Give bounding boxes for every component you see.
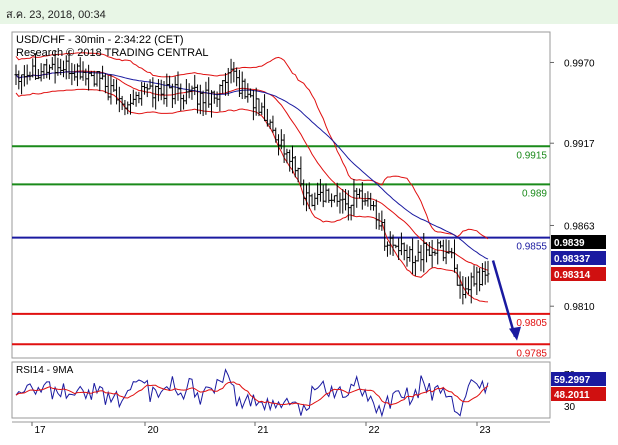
rsi-badge-label-0: 59.2997 [554,375,591,386]
x-tick-label-0: 17 [34,425,46,436]
rsi-badge-1 [551,387,606,401]
y-tick-label-3: 0.9810 [564,302,595,313]
level-label-2: 0.9855 [516,242,547,253]
y-tick-label-0: 0.9970 [564,58,595,69]
x-tick-label-1: 20 [147,425,159,436]
rsi-line [15,368,489,418]
level-label-1: 0.989 [522,188,547,199]
y-tick-label-1: 0.9917 [564,139,595,150]
chart-title: USD/CHF - 30min - 2:34:22 (CET) [16,34,183,46]
value-badge-2 [551,267,606,281]
chart-subtitle: Research © 2018 TRADING CENTRAL [16,47,209,59]
bollinger-mid [15,70,489,271]
level-label-3: 0.9805 [516,318,547,329]
rsi-panel-border [11,361,551,419]
rsi-title: RSI14 - 9MA [16,365,74,376]
value-badge-1 [551,251,606,265]
value-badge-label-2: 0.98314 [554,270,591,281]
rsi-badge-label-1: 48.2011 [554,390,590,401]
projection-arrow-line [491,260,517,338]
rsi-ma-line [15,381,489,407]
x-tick-label-2: 21 [257,425,269,436]
bollinger-lower [15,88,489,303]
moving-average-line [15,71,489,260]
projection-arrowhead [509,326,521,341]
level-label-0: 0.9915 [516,150,547,161]
value-badge-label-1: 0.98337 [554,254,591,265]
date-header: ส.ค. 23, 2018, 00:34 [0,0,618,24]
rsi-badge-0 [551,372,606,386]
value-badge-label-0: 0.9839 [554,238,585,249]
level-label-4: 0.9785 [516,348,547,359]
price-chart: 0.9915 0.989 0.9855 0.9805 0.9785 0.9970 0.99… [11,31,606,436]
y-tick-label-2: 0.9863 [564,221,595,232]
datetime-label: ส.ค. 23, 2018, 00:34 [6,9,106,21]
chart-frame: 0.9915 0.989 0.9855 0.9805 0.9785 0.9970 0.99… [10,30,610,440]
main-panel-border [11,31,551,359]
value-badge-0 [551,235,606,249]
rsi-tick-label-1: 30 [564,402,576,413]
bollinger-upper [15,52,489,240]
x-tick-label-4: 23 [479,425,491,436]
x-tick-label-3: 22 [368,425,380,436]
